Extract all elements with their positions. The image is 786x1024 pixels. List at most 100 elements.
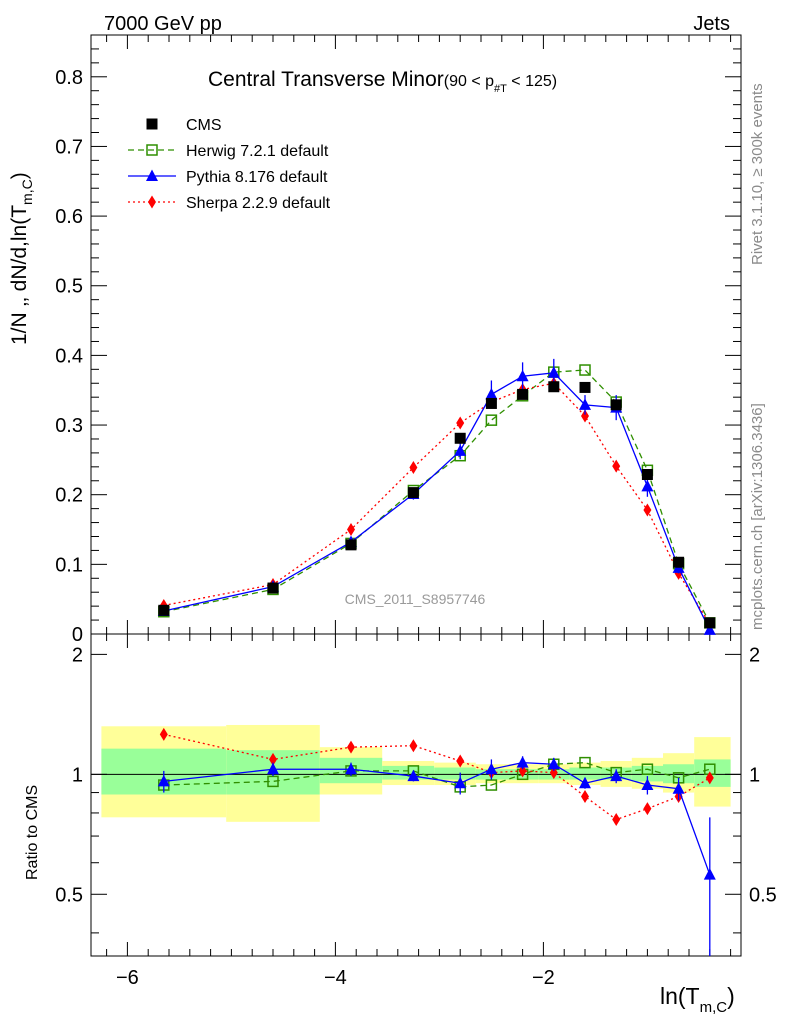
legend-label-herwig: Herwig 7.2.1 default xyxy=(186,143,329,160)
ratio-point-pythia xyxy=(157,774,170,787)
data-point-cms xyxy=(610,399,622,411)
x-tick-label: −4 xyxy=(324,967,347,989)
series-cms xyxy=(158,381,716,629)
x-tick-label: −2 xyxy=(532,967,555,989)
ratio-point-pythia xyxy=(454,776,467,789)
ratio-point-sherpa xyxy=(549,766,558,780)
band-inner-11 xyxy=(663,764,695,784)
mcplots-note: mcplots.cern.ch [arXiv:1306.3436] xyxy=(749,403,766,630)
main-y-tick-label: 0.2 xyxy=(55,485,83,507)
ratio-y-tick-label: 2 xyxy=(72,644,83,666)
data-point-sherpa xyxy=(409,461,418,475)
ratio-point-pythia xyxy=(516,756,529,768)
data-point-cms xyxy=(345,539,357,551)
data-point-cms xyxy=(548,381,560,393)
ratio-point-sherpa xyxy=(581,789,589,803)
data-point-cms xyxy=(158,604,170,616)
ratio-y-tick-label-right: 2 xyxy=(749,644,760,666)
series-layer xyxy=(157,358,716,956)
series-line-sherpa xyxy=(163,382,711,625)
main-y-tick-label: 0.4 xyxy=(55,345,83,367)
data-point-cms xyxy=(641,468,653,480)
main-y-tick-label: 0.7 xyxy=(55,136,83,158)
main-y-label: 1/N ‚‚ dN/d,ln(Tm,C) xyxy=(8,172,35,345)
data-point-sherpa xyxy=(643,503,652,517)
series-pythia xyxy=(157,358,716,956)
legend-marker-pythia xyxy=(146,169,158,181)
ratio-point-pythia xyxy=(345,762,357,775)
legend-label-cms: CMS xyxy=(186,117,222,134)
data-point-cms xyxy=(454,432,466,444)
ratio-point-sherpa xyxy=(159,727,168,741)
data-point-herwig xyxy=(579,364,591,376)
ratio-point-pythia xyxy=(703,868,716,880)
data-point-cms xyxy=(407,487,419,499)
data-point-cms xyxy=(485,397,497,409)
main-y-tick-label: 0 xyxy=(72,624,83,646)
data-point-pythia xyxy=(641,479,654,492)
legend-marker-cms xyxy=(146,118,158,130)
ratio-y-tick-label: 0.5 xyxy=(55,884,83,906)
data-point-pythia xyxy=(547,366,560,378)
ratio-point-sherpa xyxy=(347,740,355,754)
data-point-sherpa xyxy=(456,416,465,430)
ratio-point-sherpa xyxy=(409,739,418,753)
legend-label-sherpa: Sherpa 2.2.9 default xyxy=(186,195,331,212)
ratio-point-sherpa xyxy=(612,813,621,827)
ratio-point-herwig xyxy=(267,775,279,788)
data-point-pythia xyxy=(579,398,591,410)
data-point-herwig xyxy=(485,414,498,426)
ratio-point-pythia xyxy=(579,776,591,789)
ratio-y-tick-label-right: 1 xyxy=(749,764,760,786)
band-inner-4 xyxy=(434,767,476,780)
data-point-cms xyxy=(673,556,685,568)
energy-label: 7000 GeV pp xyxy=(104,13,222,35)
data-point-pythia xyxy=(454,444,467,456)
axes: −6 −4 −2 0 0.1 0.2 0.3 0.4 0.5 0.6 0.7 0.8 0.5 0.5 1 1 2… xyxy=(55,34,777,989)
rivet-note: Rivet 3.1.10, ≥ 300k events xyxy=(749,83,766,265)
main-y-tick-label: 0.3 xyxy=(55,415,83,437)
ratio-uncertainty-bands xyxy=(101,724,731,822)
ratio-point-pythia xyxy=(407,769,420,782)
ratio-point-pythia xyxy=(610,769,623,782)
ratio-point-pythia xyxy=(672,782,685,794)
ratio-point-sherpa xyxy=(269,752,277,766)
data-point-pythia xyxy=(485,387,498,400)
legend-marker-herwig xyxy=(146,144,158,156)
ratio-point-herwig xyxy=(579,756,591,769)
ratio-point-sherpa xyxy=(456,754,465,768)
ratio-point-sherpa xyxy=(705,771,714,785)
data-point-cms xyxy=(704,617,716,629)
chart-title: Central Transverse Minor(90 < p#T < 125) xyxy=(208,68,557,95)
ratio-point-herwig xyxy=(641,763,654,775)
ratio-y-label: Ratio to CMS xyxy=(24,785,41,880)
process-label: Jets xyxy=(693,13,730,35)
data-point-cms xyxy=(267,582,279,594)
ratio-point-pythia xyxy=(547,757,560,770)
ratio-point-sherpa xyxy=(643,802,652,816)
ratio-point-pythia xyxy=(641,778,654,791)
data-point-pythia xyxy=(516,369,529,382)
ratio-point-sherpa xyxy=(518,764,527,778)
legend-label-pythia: Pythia 8.176 default xyxy=(186,169,328,186)
data-point-sherpa xyxy=(347,523,355,537)
main-y-tick-label: 0.6 xyxy=(55,206,83,228)
ratio-frame xyxy=(90,633,742,957)
main-y-tick-label: 0.8 xyxy=(55,67,83,89)
data-point-cms xyxy=(517,388,529,400)
main-y-tick-label: 0.5 xyxy=(55,276,83,298)
band-inner-8 xyxy=(569,767,601,780)
data-point-sherpa xyxy=(581,409,589,423)
legend: CMS Herwig 7.2.1 default Pythia 8.176 de… xyxy=(128,117,331,212)
ratio-point-pythia xyxy=(267,762,279,775)
series-line-herwig xyxy=(163,369,711,624)
ratio-point-pythia xyxy=(485,762,498,775)
main-y-tick-label: 0.1 xyxy=(55,554,83,576)
ratio-y-tick-label-right: 0.5 xyxy=(749,884,777,906)
analysis-watermark: CMS_2011_S8957746 xyxy=(345,591,486,607)
ratio-y-tick-label: 1 xyxy=(72,764,83,786)
data-point-pythia xyxy=(703,623,716,635)
data-point-sherpa xyxy=(612,459,621,473)
data-point-cms xyxy=(579,381,591,393)
